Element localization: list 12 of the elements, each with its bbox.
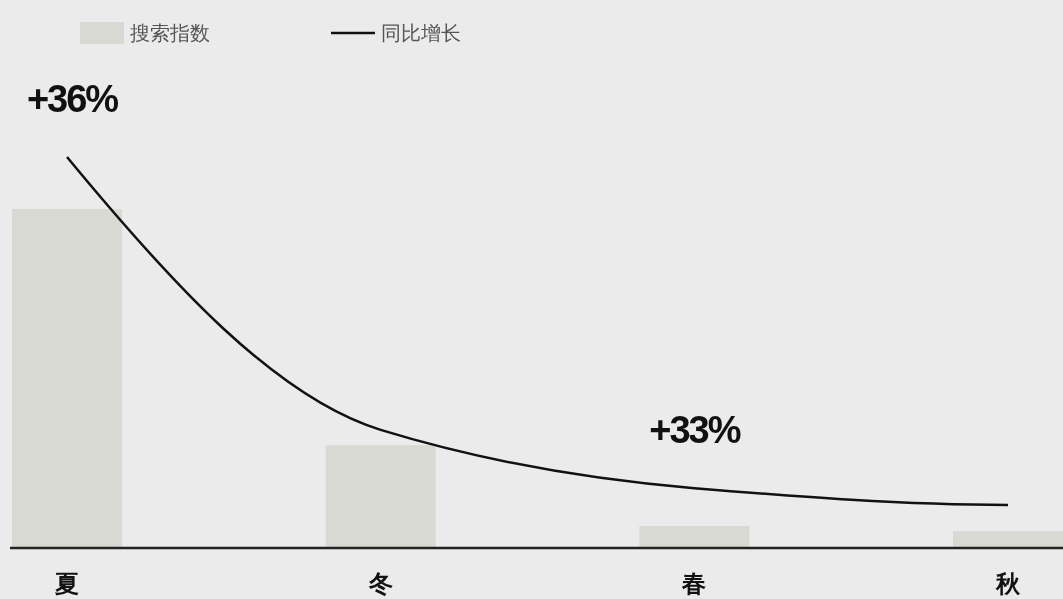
bar <box>12 209 122 548</box>
bar <box>639 526 750 548</box>
legend-label: 搜索指数 <box>130 22 210 44</box>
bar <box>325 445 436 548</box>
x-tick-label: 夏 <box>54 570 79 597</box>
annotation: +33% <box>649 409 741 452</box>
legend-label: 同比增长 <box>381 22 461 44</box>
x-tick-label: 秋 <box>995 570 1021 597</box>
x-tick-label: 冬 <box>367 570 393 597</box>
x-tick-label: 春 <box>681 570 707 597</box>
annotation: +36% <box>26 78 119 120</box>
bar <box>953 531 1063 548</box>
